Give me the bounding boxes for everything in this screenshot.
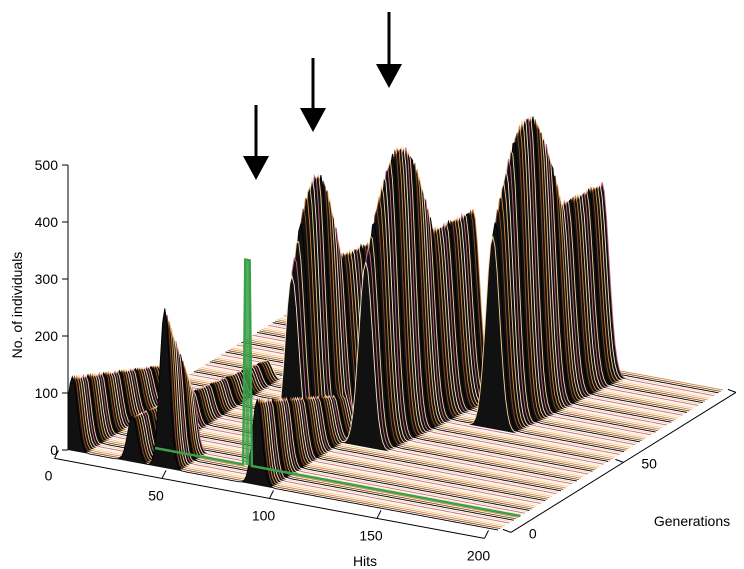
arrows-layer [243,12,402,180]
z-tick-label: 500 [35,157,59,173]
series-line [74,328,505,527]
x-axis-label: Hits [353,553,377,569]
z-axis-label: No. of individuals [9,252,25,359]
series-fill [140,178,570,486]
x-tick [161,470,167,479]
x-tick [54,450,59,459]
axes-layer: 0100200300400500050100150200050100 [35,157,737,563]
highlight-peak [245,259,250,466]
x-tick-label: 50 [148,487,164,503]
series-line [126,256,557,495]
series-fill [245,185,676,420]
series-line [135,197,566,489]
x-tick-label: 200 [467,547,491,563]
z-tick-label: 300 [35,271,59,287]
arrow-head [376,64,402,88]
highlight-line [154,258,521,518]
y-tick-label: 50 [641,455,657,471]
series-line [78,341,510,524]
series-line [139,178,571,486]
y-tick [615,458,624,463]
series-line [137,186,568,488]
series-line [130,223,562,492]
highlight-series-layer [154,258,521,518]
surface-layer [67,116,724,531]
x-axis-line [54,457,485,539]
x-tick [484,530,489,539]
x-tick [269,490,274,499]
y-axis-line [510,391,737,533]
arrow-head [300,108,326,132]
series-line [67,308,499,531]
arrow-head [243,156,269,180]
series-line [76,334,508,525]
x-tick [376,510,382,519]
series-line [128,240,559,493]
x-tick-label: 0 [45,467,53,483]
series-fill [250,202,681,417]
series-line [132,208,564,490]
x-tick-label: 100 [252,507,276,523]
series-line [81,347,512,523]
z-tick-label: 100 [35,385,59,401]
x-tick-label: 150 [359,527,383,543]
z-tick-label: 0 [50,442,58,458]
z-tick-label: 400 [35,214,59,230]
y-tick [727,388,737,393]
series-line [69,314,501,530]
y-axis-label: Generations [654,513,730,529]
series-fill [248,195,678,418]
z-tick-label: 200 [35,328,59,344]
y-tick-label: 0 [529,525,537,541]
y-tick [502,528,512,533]
series-fill [243,175,674,421]
series-line [72,321,503,528]
